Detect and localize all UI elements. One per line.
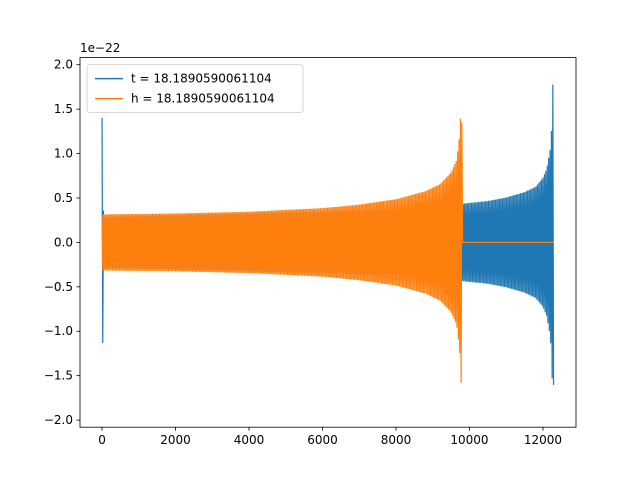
y-tick-label: −2.0: [44, 413, 73, 427]
x-tick-label: 8000: [381, 433, 412, 447]
y-tick-label: 0.0: [54, 235, 73, 249]
x-tick-label: 2000: [160, 433, 191, 447]
y-tick-label: 2.0: [54, 58, 73, 72]
legend-entry-label: t = 18.1890590061104: [131, 72, 272, 86]
legend-entry-label: h = 18.1890590061104: [131, 92, 275, 106]
axes: 0 2000 4000 6000 8000 10000 12000 −2.0 −1.5 −1.0 −…: [44, 57, 577, 447]
series-group: [101, 84, 555, 385]
x-tick-label: 10000: [450, 433, 488, 447]
y-tick-label: −0.5: [44, 280, 73, 294]
x-tick-label: 4000: [234, 433, 265, 447]
plot-area: [101, 84, 555, 385]
series-line-2: [101, 118, 554, 383]
x-tick-label: 6000: [307, 433, 338, 447]
x-tick-label: 0: [98, 433, 106, 447]
y-tick-label: −1.5: [44, 369, 73, 383]
y-tick-label: 1.0: [54, 147, 73, 161]
y-axis-multiplier-label: 1e−22: [80, 41, 120, 55]
legend-box: [86, 64, 304, 113]
y-tick-label: −1.0: [44, 324, 73, 338]
y-tick-label: 0.5: [54, 191, 73, 205]
legend: t = 18.1890590061104 h = 18.1890590061104: [86, 64, 304, 113]
y-tick-label: 1.5: [54, 102, 73, 116]
x-tick-label: 12000: [524, 433, 562, 447]
